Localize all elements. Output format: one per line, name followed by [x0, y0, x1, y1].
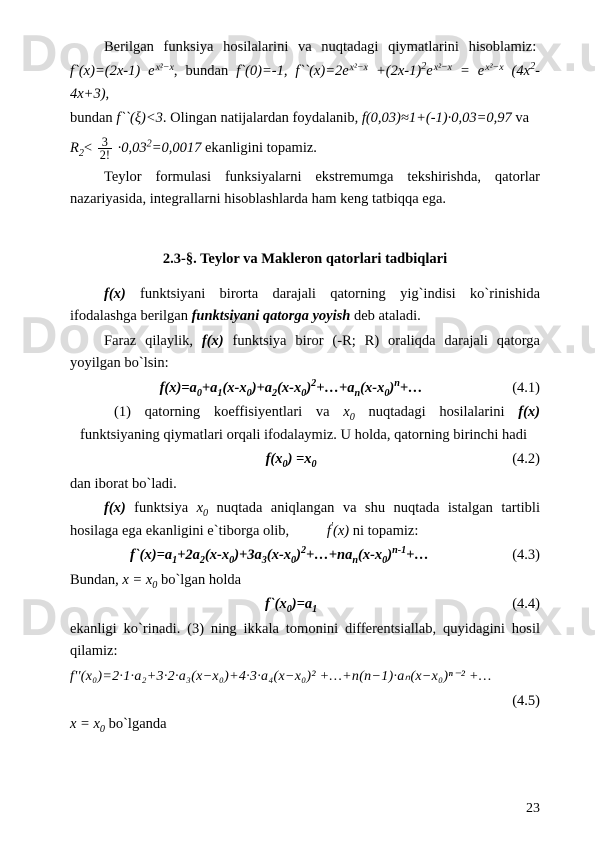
fraction: 32!	[98, 136, 112, 162]
text: nuqtadagi hosilalarini	[355, 404, 519, 420]
eq-number: (4.4)	[512, 593, 540, 615]
math-text: f``(ξ)<3	[116, 110, 163, 126]
math-text: ·0,03	[114, 140, 147, 156]
paragraph: bundan f``(ξ)<3. Olingan natijalardan fo…	[70, 107, 540, 129]
paragraph: Faraz qilaylik, f(x) funktsiya biror (-R…	[70, 330, 540, 375]
page-number: 23	[526, 798, 540, 820]
text: Faraz qilaylik,	[104, 333, 202, 349]
eq-body: f''(x₀)=2·1·a₂+3·2·a₃(x−x₀)+4·3·a₄(x−x₀)…	[70, 666, 540, 688]
equation: f`(x)=a1+2a2(x-x0)+3a3(x-x0)2+…+nan(x-x0…	[70, 544, 540, 566]
text: Teylor formulasi funksiyalarni ekstremum…	[70, 169, 540, 207]
text: Berilgan funksiya hosilalarini va nuqtad…	[104, 39, 536, 55]
text: bundan	[70, 110, 116, 126]
math-text: x = x	[122, 572, 152, 588]
math-text: (4x	[504, 63, 531, 79]
paragraph: Teylor formulasi funksiyalarni ekstremum…	[70, 166, 540, 211]
exp-term: ex²−x	[478, 60, 504, 82]
eq-number: (4.1)	[512, 377, 540, 399]
math-text: x = x	[70, 716, 100, 732]
text: <	[84, 140, 96, 156]
text: Bundan,	[70, 572, 122, 588]
term: funktsiyani qatorga yoyish	[192, 308, 351, 324]
term: f(x)	[104, 500, 126, 516]
math-text: f'(x)	[293, 520, 349, 542]
term: f(x)	[202, 333, 224, 349]
math-text: =0,0017	[152, 140, 202, 156]
math-text: +(2x-1)	[368, 63, 421, 79]
paragraph: R2< 32! ·0,032=0,0017 ekanligini topamiz…	[70, 136, 540, 162]
term: f(x)	[104, 286, 126, 302]
text: ekanligini topamiz.	[201, 140, 317, 156]
math-text: f`(0)=-1, f``(x)=2	[236, 63, 342, 79]
exp-term: ex²−x	[426, 60, 452, 82]
text: bo`lgan holda	[157, 572, 241, 588]
eq-number: (4.3)	[452, 544, 540, 566]
section-title: 2.3-§. Teylor va Makleron qatorlari tadb…	[70, 248, 540, 270]
paragraph: dan iborat bo`ladi.	[70, 473, 540, 495]
text: . Olingan natijalardan foydalanib,	[163, 110, 362, 126]
equation: f(x)=a0+a1(x-x0)+a2(x-x0)2+…+an(x-x0)n+……	[70, 377, 540, 399]
fraction-den: 2!	[98, 149, 112, 161]
eq-number: (4.5)	[512, 690, 540, 712]
text: funktsiya	[126, 500, 197, 516]
text: ni topamiz:	[349, 523, 418, 539]
fraction-num: 3	[98, 136, 112, 149]
equation: f(x0) =x0 (4.2)	[70, 448, 540, 470]
eq-body: f`(x0)=a1	[265, 596, 317, 612]
math-text: f`(x)=(2x-1)	[70, 63, 148, 79]
paragraph: f(x) funktsiyani birorta darajali qatorn…	[70, 283, 540, 328]
text: , bundan	[174, 63, 236, 79]
math-text: R	[70, 140, 79, 156]
equation: f`(x0)=a1 (4.4)	[70, 593, 540, 615]
paragraph: Berilgan funksiya hosilalarini va nuqtad…	[70, 36, 540, 58]
text: funktsiyaning qiymatlari orqali ifodalay…	[80, 427, 527, 443]
text: (1) qatorning koeffisiyentlari va	[114, 404, 343, 420]
paragraph: f(x) funktsiya x0 nuqtada aniqlangan va …	[70, 497, 540, 542]
page-content: Berilgan funksiya hosilalarini va nuqtad…	[0, 0, 595, 842]
paragraph: Bundan, x = x0 bo`lgan holda	[70, 569, 540, 591]
term: f(x)	[518, 404, 540, 420]
eq-body: f(x0) =x0	[266, 451, 317, 467]
exp-term: ex²−x	[342, 60, 368, 82]
text: bo`lganda	[105, 716, 167, 732]
math-text: =	[452, 63, 478, 79]
paragraph: (1) qatorning koeffisiyentlari va x0 nuq…	[70, 401, 540, 446]
exp-term: ex²−x	[148, 60, 174, 82]
eq-body: f`(x)=a1+2a2(x-x0)+3a3(x-x0)2+…+nan(x-x0…	[130, 547, 429, 563]
text: deb ataladi.	[350, 308, 420, 324]
paragraph: ekanligi ko`rinadi. (3) ning ikkala tomo…	[70, 618, 540, 663]
equation: f''(x₀)=2·1·a₂+3·2·a₃(x−x₀)+4·3·a₄(x−x₀)…	[70, 666, 540, 688]
paragraph: x = x0 bo`lganda	[70, 713, 540, 735]
text: va	[512, 110, 529, 126]
eq-number: (4.2)	[512, 448, 540, 470]
math-text: f(0,03)≈1+(-1)·0,03=0,97	[362, 110, 512, 126]
paragraph: f`(x)=(2x-1) ex²−x, bundan f`(0)=-1, f``…	[70, 60, 540, 105]
eq-body: f(x)=a0+a1(x-x0)+a2(x-x0)2+…+an(x-x0)n+…	[160, 380, 423, 396]
